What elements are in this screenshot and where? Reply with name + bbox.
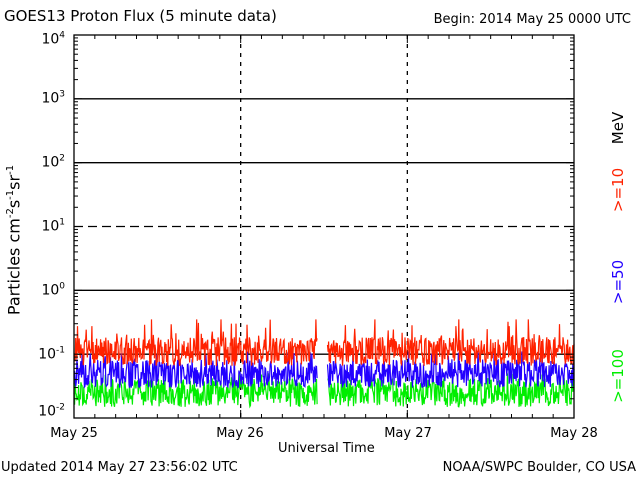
y-tick-label: 10-1 — [38, 345, 65, 363]
series-line-ge10 — [73, 319, 575, 367]
chart-title: GOES13 Proton Flux (5 minute data) — [4, 7, 277, 25]
legend-ge10: >=10 — [609, 167, 627, 213]
y-tick-label: 10-2 — [38, 402, 65, 420]
updated-timestamp: Updated 2014 May 27 23:56:02 UTC — [1, 460, 238, 475]
x-tick-label: May 28 — [550, 426, 598, 441]
legend-ge100: >=100 — [609, 349, 627, 403]
y-tick-label: 101 — [41, 217, 65, 235]
x-axis-title: Universal Time — [278, 441, 375, 456]
y-tick-label: 100 — [41, 281, 65, 299]
y-tick-label: 102 — [41, 153, 65, 171]
x-tick-label: May 26 — [216, 426, 264, 441]
y-tick-label: 104 — [41, 30, 65, 48]
unit-label: MeV — [609, 111, 627, 145]
y-tick-label: 103 — [41, 89, 65, 107]
begin-time-label: Begin: 2014 May 25 0000 UTC — [433, 12, 631, 27]
x-tick-label: May 27 — [384, 426, 432, 441]
series-line-ge50 — [73, 351, 575, 389]
x-tick-label: May 25 — [50, 426, 98, 441]
legend-ge50: >=50 — [609, 259, 627, 305]
y-axis-title: Particles cm-2s-1sr-1 — [4, 164, 24, 316]
credit-label: NOAA/SWPC Boulder, CO USA — [442, 460, 636, 475]
